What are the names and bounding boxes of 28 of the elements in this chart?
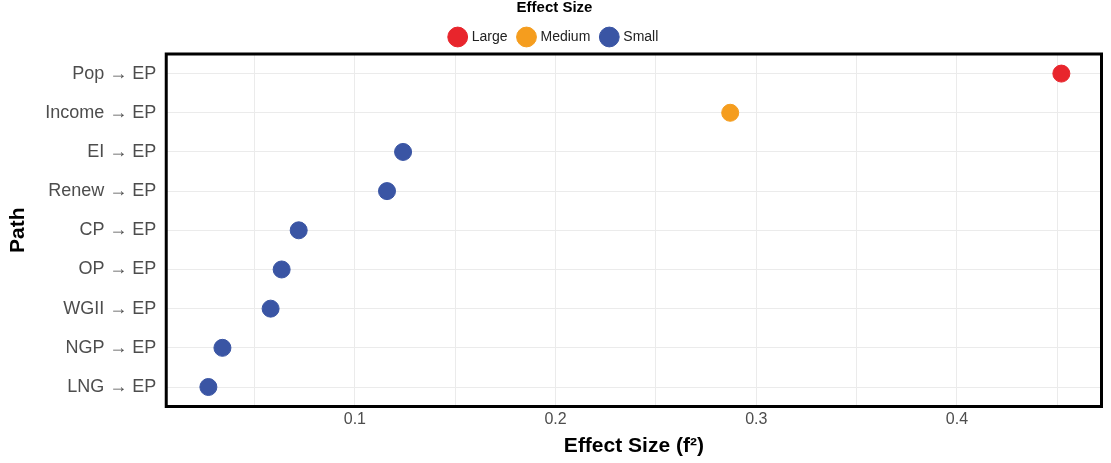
y-tick-label: OP → EP [78,258,157,279]
y-tick-label: WGII → EP [63,297,157,318]
y-tick-label: EI → EP [87,140,157,161]
y-tick-label: CP → EP [79,219,157,240]
legend-label: Large [471,27,508,44]
y-tick-label: Renew → EP [48,180,157,201]
legend-label: Small [623,27,659,44]
x-tick-label: 0.2 [544,409,567,427]
point [199,378,218,397]
y-tick-label: NGP → EP [65,336,157,357]
legend-label: Medium [540,27,591,44]
x-axis-title: Effect Size (f²) [563,433,704,457]
point [272,260,291,279]
point [261,299,280,318]
point [721,103,740,122]
y-axis-title: Path [5,207,29,254]
x-tick-label: 0.1 [343,409,367,427]
y-tick-label: Income → EP [45,101,157,122]
y-tick-label: Pop → EP [72,62,157,83]
point [289,221,308,240]
y-tick-label: LNG → EP [67,375,157,396]
x-tick-label: 0.4 [945,409,969,427]
legend-title: Effect Size [516,0,593,15]
point [378,182,397,201]
point [394,142,413,161]
x-tick-label: 0.3 [745,409,768,427]
point [213,338,232,357]
point [1052,64,1071,83]
